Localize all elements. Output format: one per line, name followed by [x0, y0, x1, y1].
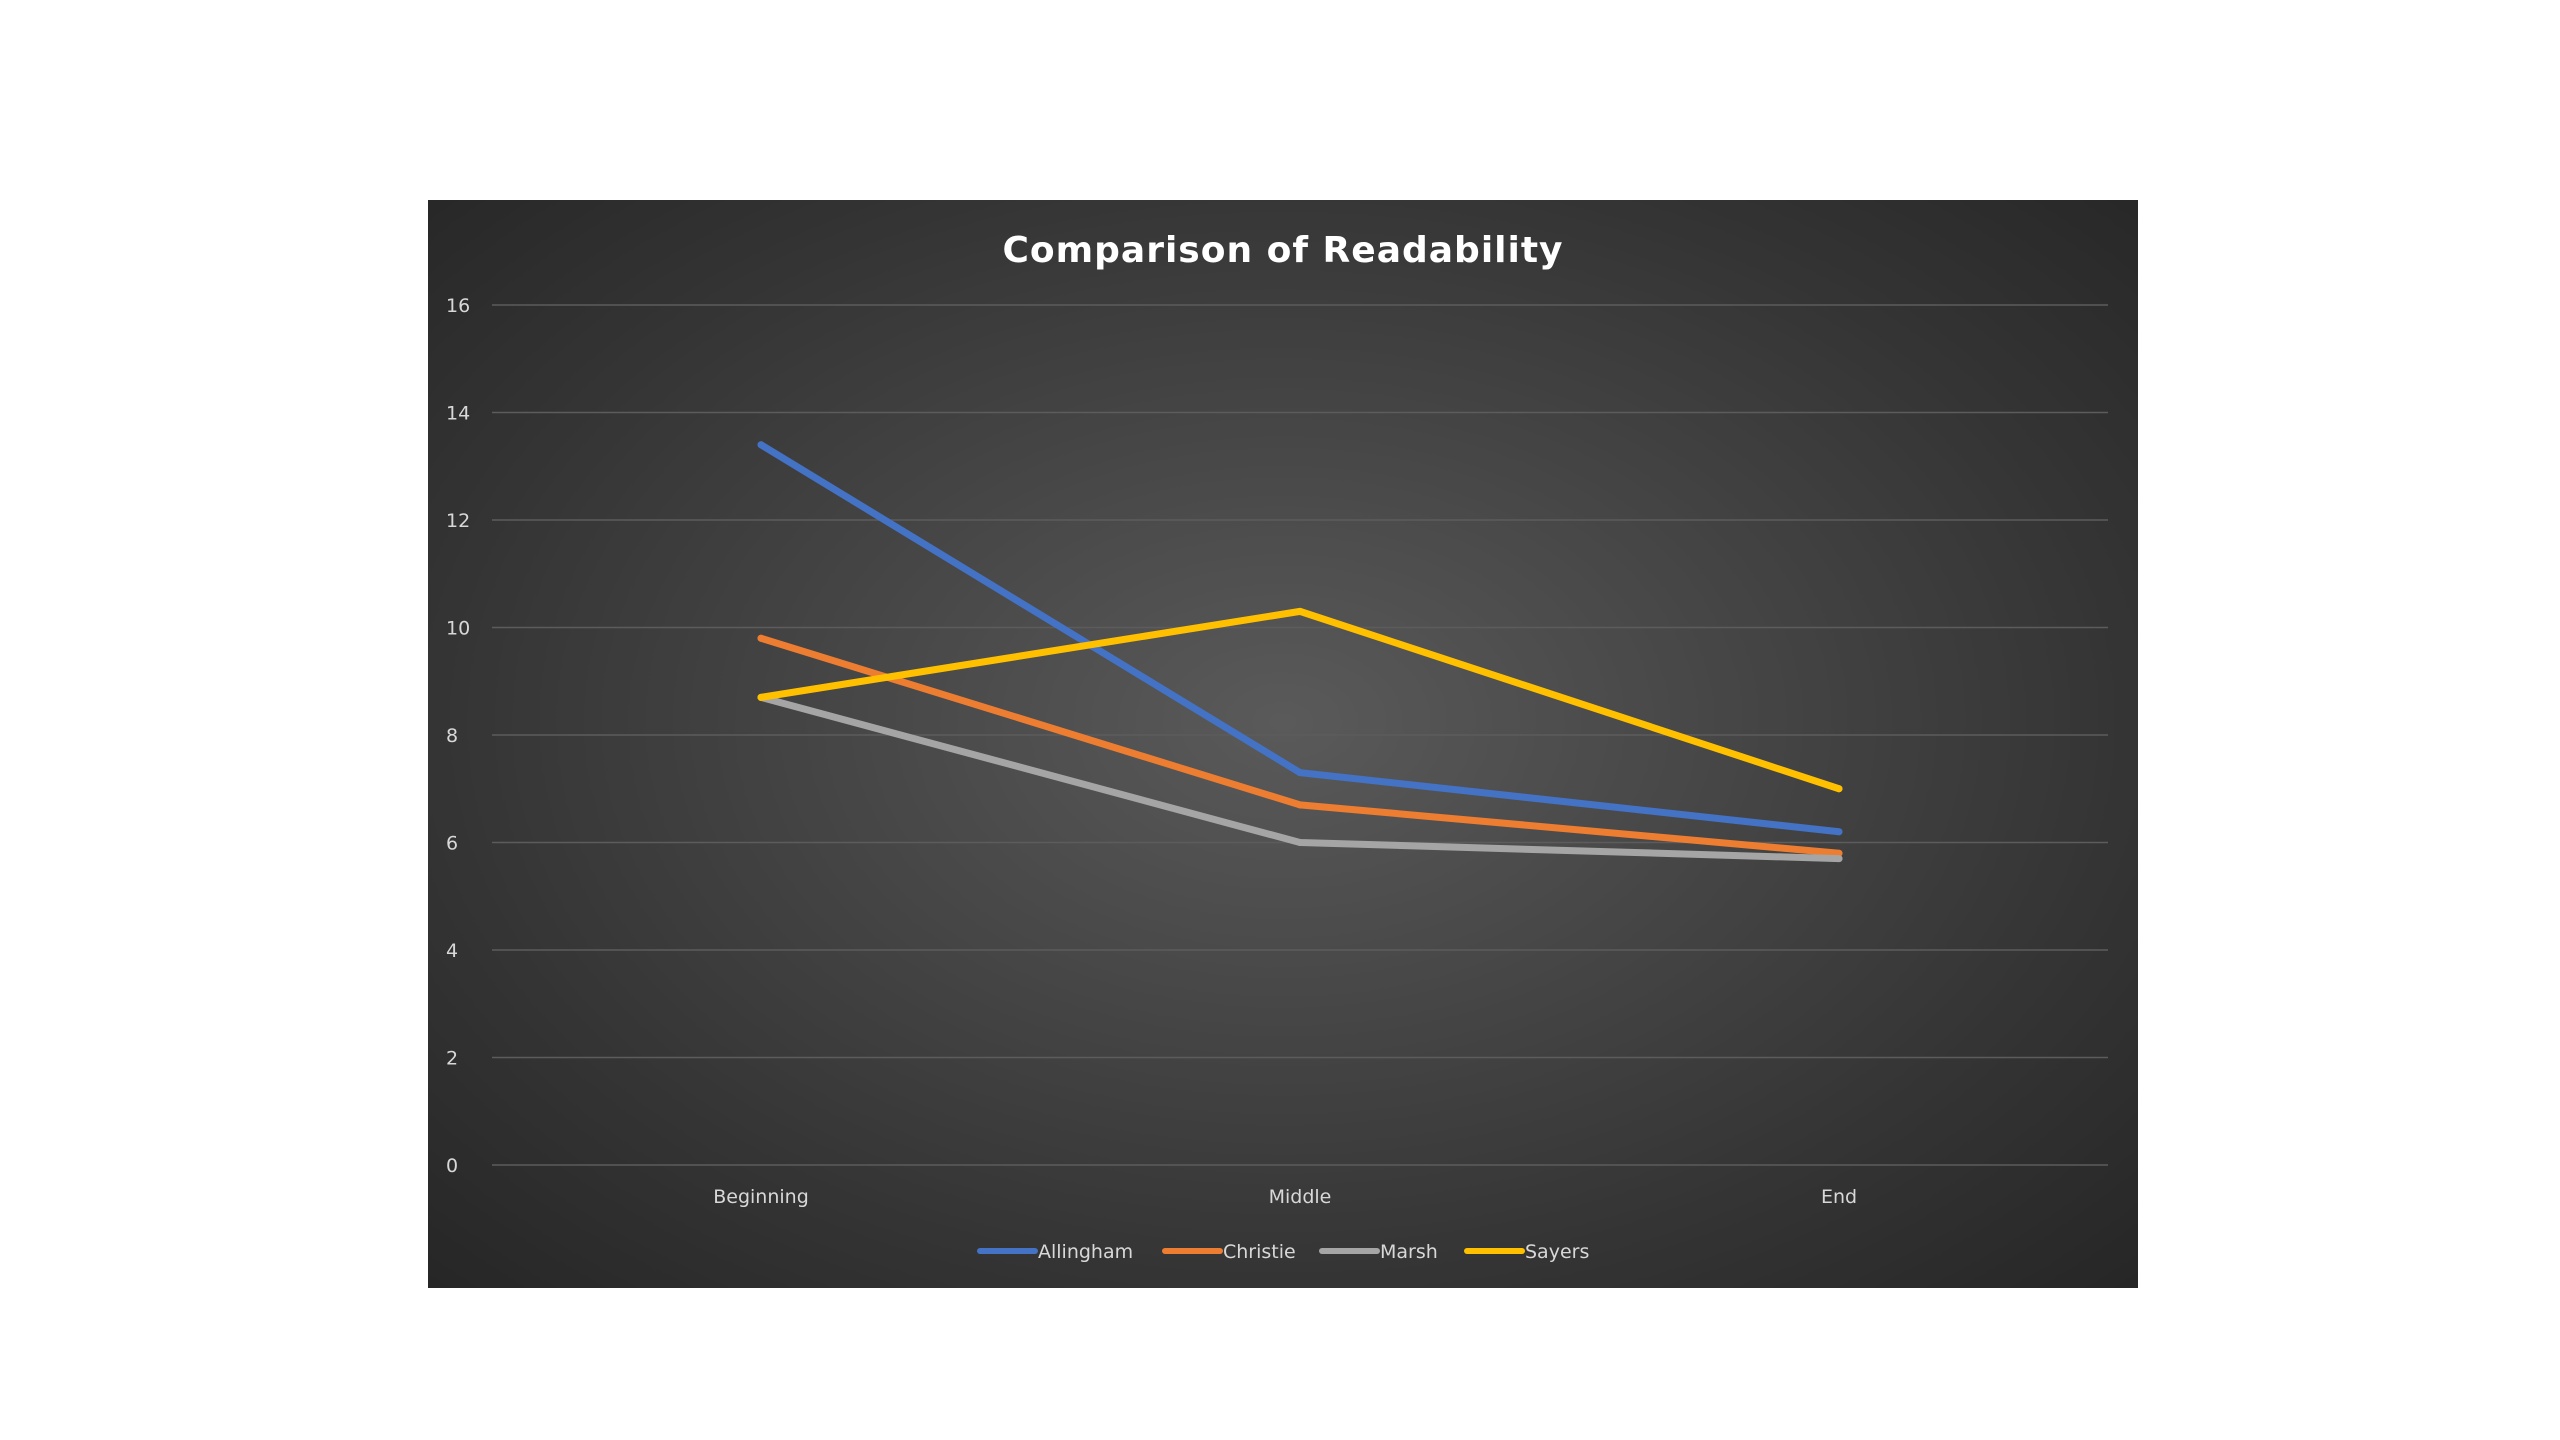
legend-item-sayers[interactable]: Sayers	[1464, 1241, 1589, 1263]
legend-label: Allingham	[1038, 1241, 1133, 1263]
legend-label: Christie	[1223, 1241, 1296, 1263]
data-point-sayers	[757, 693, 765, 701]
data-point-allingham	[1296, 769, 1304, 777]
chart-title: Comparison of Readability	[1002, 230, 1563, 271]
y-tick-label: 2	[446, 1048, 458, 1070]
series-lines	[757, 441, 1843, 863]
y-tick-label: 14	[446, 403, 470, 425]
y-axis-tick-labels: 0 2 4 6 8 10 12 14 16	[446, 295, 470, 1177]
y-tick-label: 12	[446, 510, 470, 532]
data-point-sayers	[1835, 785, 1843, 793]
x-axis-tick-labels: Beginning Middle End	[713, 1186, 1857, 1208]
data-point-christie	[1296, 801, 1304, 809]
series-line-sayers	[757, 607, 1843, 793]
data-point-sayers	[1296, 607, 1304, 615]
y-tick-label: 16	[446, 295, 470, 317]
data-point-christie	[1835, 849, 1843, 857]
y-tick-label: 10	[446, 618, 470, 640]
y-tick-label: 4	[446, 940, 458, 962]
data-point-marsh	[1835, 855, 1843, 863]
data-point-allingham	[757, 441, 765, 449]
y-tick-label: 6	[446, 833, 458, 855]
legend-label: Sayers	[1525, 1241, 1589, 1263]
legend-item-allingham[interactable]: Allingham	[977, 1241, 1133, 1263]
legend-item-marsh[interactable]: Marsh	[1319, 1241, 1438, 1263]
legend-label: Marsh	[1380, 1241, 1438, 1263]
legend[interactable]: Allingham Christie Marsh Sayers	[977, 1241, 1589, 1263]
x-tick-label: Middle	[1269, 1186, 1332, 1208]
y-tick-label: 0	[446, 1155, 458, 1177]
gridlines	[492, 304, 2108, 1166]
data-point-christie	[757, 634, 765, 642]
chart-panel: Comparison of Readability 0 2 4 6 8 10 12 14 16 …	[428, 200, 2138, 1288]
x-tick-label: End	[1821, 1186, 1857, 1208]
y-tick-label: 8	[446, 725, 458, 747]
line-chart: Comparison of Readability 0246810121416 …	[446, 230, 2108, 1263]
data-point-allingham	[1835, 828, 1843, 836]
x-tick-label: Beginning	[713, 1186, 809, 1208]
data-point-marsh	[1296, 839, 1304, 846]
series-line-marsh	[757, 693, 1843, 863]
legend-item-christie[interactable]: Christie	[1162, 1241, 1296, 1263]
